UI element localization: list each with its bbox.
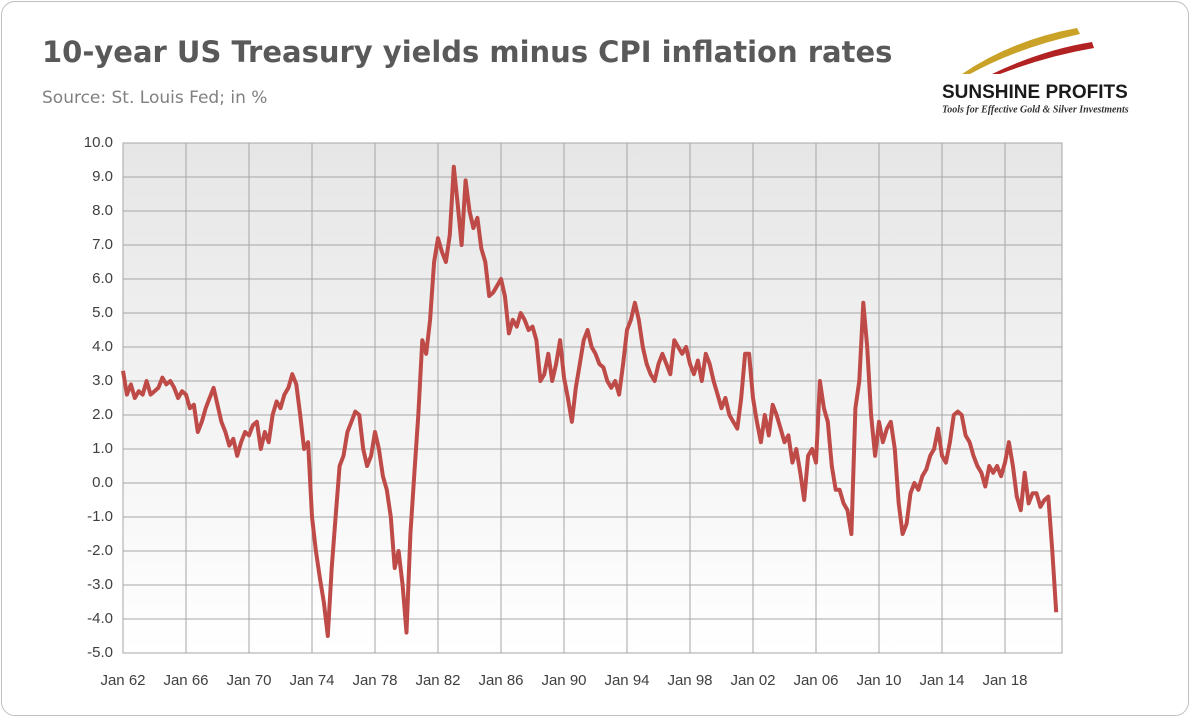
logo-swoosh	[962, 28, 1080, 74]
y-tick-label: 8.0	[92, 202, 113, 219]
logo-swoosh	[992, 42, 1094, 74]
chart-title: 10-year US Treasury yields minus CPI inf…	[42, 35, 892, 69]
y-tick-label: -5.0	[87, 644, 113, 661]
x-tick-label: Jan 10	[856, 672, 901, 689]
x-tick-label: Jan 66	[163, 672, 208, 689]
x-tick-label: Jan 18	[982, 672, 1027, 689]
x-tick-label: Jan 02	[730, 672, 775, 689]
line-series	[121, 164, 1059, 638]
y-tick-label: 9.0	[92, 168, 113, 185]
y-tick-label: -3.0	[87, 576, 113, 593]
y-tick-label: 7.0	[92, 236, 113, 253]
plot-area	[123, 143, 1062, 653]
x-tick-label: Jan 70	[226, 672, 271, 689]
y-tick-label: -4.0	[87, 610, 113, 627]
y-tick-label: 1.0	[92, 440, 113, 457]
x-tick-label: Jan 74	[289, 672, 334, 689]
y-tick-label: -1.0	[87, 508, 113, 525]
y-tick-label: 4.0	[92, 338, 113, 355]
x-tick-label: Jan 14	[919, 672, 964, 689]
y-tick-label: 3.0	[92, 372, 113, 389]
x-tick-label: Jan 78	[352, 672, 397, 689]
y-tick-label: 0.0	[92, 474, 113, 491]
chart-subtitle: Source: St. Louis Fed; in %	[42, 88, 267, 108]
x-tick-label: Jan 98	[667, 672, 712, 689]
x-tick-label: Jan 94	[604, 672, 649, 689]
x-tick-label: Jan 90	[541, 672, 586, 689]
logo: SUNSHINE PROFITS Tools for Effective Gol…	[942, 28, 1129, 115]
x-tick-label: Jan 62	[100, 672, 145, 689]
y-tick-label: 10.0	[84, 134, 113, 151]
x-tick-label: Jan 86	[478, 672, 523, 689]
logo-tagline: Tools for Effective Gold & Silver Invest…	[942, 104, 1129, 115]
y-tick-label: 5.0	[92, 304, 113, 321]
plot-border	[122, 142, 1063, 654]
y-tick-label: -2.0	[87, 542, 113, 559]
y-tick-label: 6.0	[92, 270, 113, 287]
logo-name: SUNSHINE PROFITS	[942, 82, 1128, 103]
x-tick-label: Jan 82	[415, 672, 460, 689]
x-tick-label: Jan 06	[793, 672, 838, 689]
y-tick-label: 2.0	[92, 406, 113, 423]
